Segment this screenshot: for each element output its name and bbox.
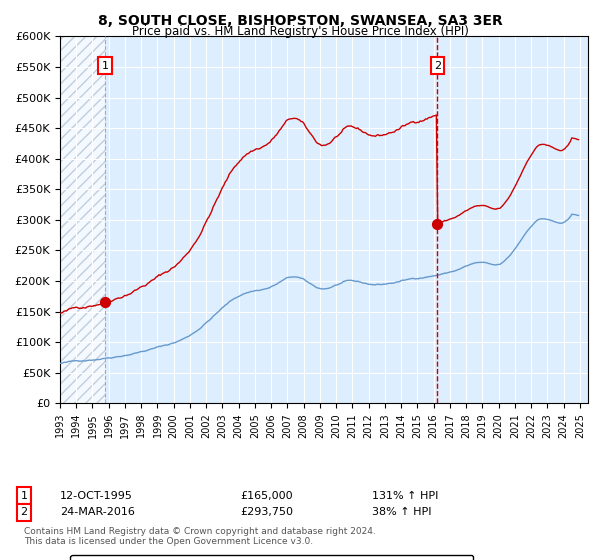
Text: 38% ↑ HPI: 38% ↑ HPI: [372, 507, 431, 517]
Text: Contains HM Land Registry data © Crown copyright and database right 2024.
This d: Contains HM Land Registry data © Crown c…: [24, 526, 376, 546]
Point: [433, 219, 442, 228]
Text: 1: 1: [20, 491, 28, 501]
Text: 1: 1: [102, 60, 109, 71]
Text: 2: 2: [20, 507, 28, 517]
Text: £165,000: £165,000: [240, 491, 293, 501]
Text: 12-OCT-1995: 12-OCT-1995: [60, 491, 133, 501]
Text: 2: 2: [434, 60, 441, 71]
Text: £293,750: £293,750: [240, 507, 293, 517]
Text: 131% ↑ HPI: 131% ↑ HPI: [372, 491, 439, 501]
Text: 24-MAR-2016: 24-MAR-2016: [60, 507, 135, 517]
Text: Price paid vs. HM Land Registry's House Price Index (HPI): Price paid vs. HM Land Registry's House …: [131, 25, 469, 38]
Text: 8, SOUTH CLOSE, BISHOPSTON, SWANSEA, SA3 3ER: 8, SOUTH CLOSE, BISHOPSTON, SWANSEA, SA3…: [98, 14, 502, 28]
Legend: 8, SOUTH CLOSE, BISHOPSTON, SWANSEA, SA3 3ER (detached house), HPI: Average pric: 8, SOUTH CLOSE, BISHOPSTON, SWANSEA, SA3…: [70, 555, 473, 560]
Point: [101, 298, 110, 307]
